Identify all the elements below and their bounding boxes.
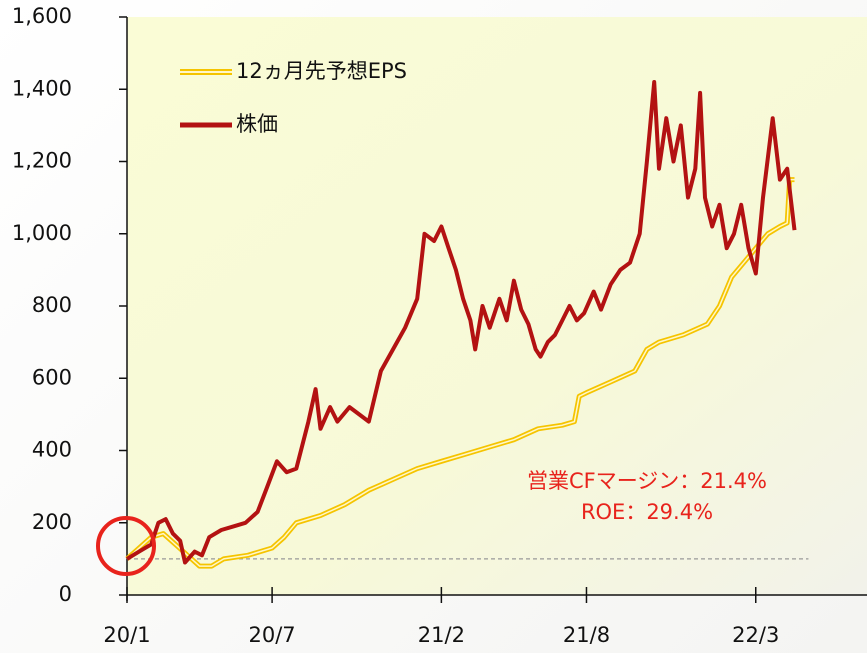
y-tick-label: 1,600 — [12, 4, 72, 28]
x-tick-label: 22/3 — [732, 623, 779, 647]
legend-label: 株価 — [236, 112, 278, 136]
y-tick-label: 800 — [32, 293, 72, 317]
y-tick-label: 400 — [32, 438, 72, 462]
annotation: ROE：29.4% — [581, 500, 713, 524]
y-tick-label: 1,400 — [12, 76, 72, 100]
highlight-circle — [96, 516, 156, 576]
y-tick-label: 0 — [59, 582, 72, 606]
eps-line-inner — [126, 178, 795, 567]
x-tick-label: 20/7 — [249, 623, 296, 647]
x-tick-label: 21/2 — [418, 623, 465, 647]
y-tick-label: 1,200 — [12, 149, 72, 173]
annotation: 営業CFマージン：21.4% — [527, 469, 767, 493]
y-tick-label: 1,000 — [12, 221, 72, 245]
y-tick-label: 600 — [32, 365, 72, 389]
y-tick-label: 200 — [32, 510, 72, 534]
price-line — [125, 80, 797, 565]
x-tick-label: 20/1 — [103, 623, 150, 647]
legend-label: 12ヵ月先予想EPS — [236, 59, 407, 83]
x-tick-label: 21/8 — [563, 623, 610, 647]
